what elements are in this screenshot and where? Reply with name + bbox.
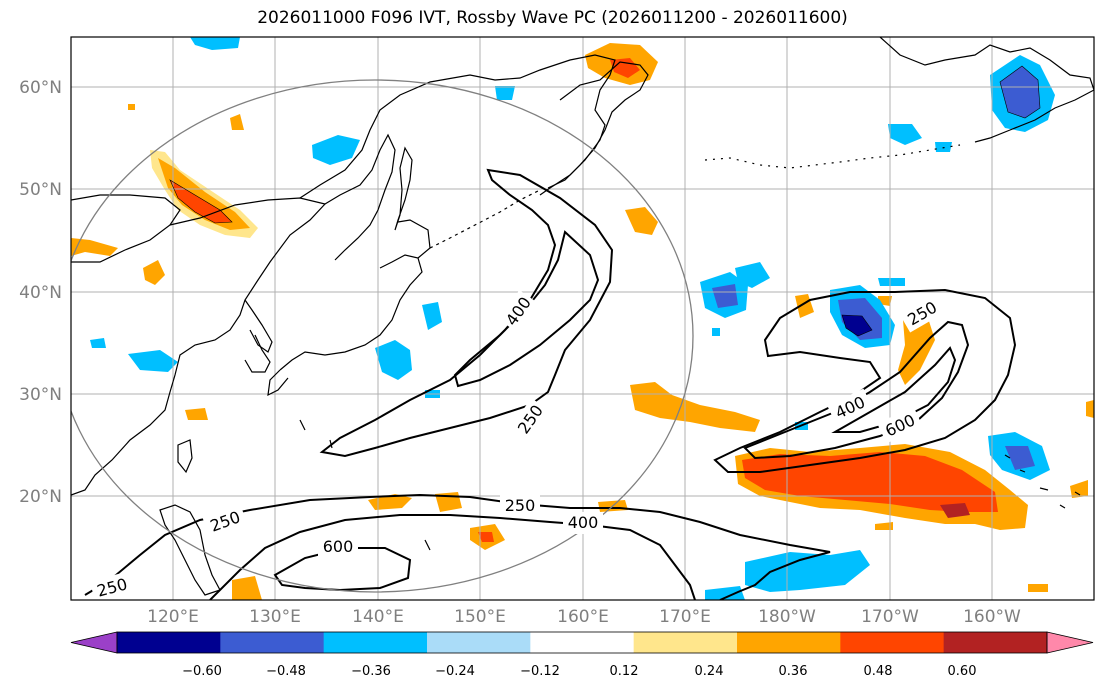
ivt-contour-400 (209, 514, 696, 600)
positive-anomaly-patch (158, 158, 250, 230)
positive-anomaly-patch (1086, 400, 1094, 418)
negative-anomaly-patch (705, 586, 745, 600)
negative-anomaly-patch (842, 315, 872, 336)
colorbar-tick-label: −0.48 (266, 664, 306, 679)
negative-anomaly-patch (712, 328, 720, 336)
colorbar-segment (220, 632, 325, 653)
positive-anomaly-patch (1028, 584, 1048, 592)
map-title: 2026011000 F096 IVT, Rossby Wave PC (202… (257, 8, 848, 28)
contour-label: 250 (505, 496, 536, 515)
lon-label: 130°E (249, 607, 301, 627)
negative-anomaly-patch (128, 350, 178, 372)
negative-anomaly-patch (888, 124, 922, 145)
contour-label: 600 (323, 537, 354, 556)
colorbar-tick-label: 0.24 (695, 664, 724, 679)
negative-anomaly-patch (190, 37, 240, 50)
graticule (71, 37, 1094, 600)
ivt-contour-250 (319, 168, 614, 458)
contour-label: 400 (568, 513, 599, 532)
positive-anomaly-patch (232, 576, 262, 600)
positive-anomaly-patch (478, 532, 494, 542)
colorbar-tick-label: −0.60 (182, 664, 222, 679)
colorbar-segment (840, 632, 945, 653)
colorbar-tick-label: 0.48 (864, 664, 893, 679)
negative-anomaly-patch (745, 550, 870, 592)
positive-anomaly-patch (625, 207, 658, 235)
lon-label: 170°E (659, 607, 711, 627)
colorbar-border (116, 631, 1048, 654)
colorbar-tick-label: −0.12 (520, 664, 560, 679)
negative-anomaly-patch (312, 135, 360, 165)
colorbar-tick-label: 0.36 (779, 664, 808, 679)
lon-label: 160°E (557, 607, 609, 627)
analysis-domain-circle (71, 79, 694, 593)
colorbar-tick-labels: −0.60 −0.48 −0.36 −0.24 −0.12 0.12 0.24 … (182, 664, 976, 679)
colorbar-tick-label: −0.36 (351, 664, 391, 679)
negative-anomaly-patch (1005, 446, 1035, 470)
positive-anomaly-patch (742, 452, 998, 512)
positive-anomaly-patch (230, 114, 244, 130)
negative-anomaly-patch (712, 284, 738, 308)
ivt-contour-250 (713, 288, 1017, 473)
positive-anomaly-patch (940, 503, 970, 518)
lon-label: 170°W (861, 607, 919, 627)
negative-anomaly-patch (90, 338, 106, 348)
colorbar-segment (737, 632, 841, 653)
colorbar (70, 631, 1094, 654)
longitude-labels: 120°E 130°E 140°E 150°E 160°E 170°E 180°… (147, 607, 1021, 627)
pc-contour-outlines (169, 65, 1041, 337)
map-frame (70, 36, 1095, 601)
colorbar-segment (943, 632, 1048, 653)
positive-anomaly-patch (610, 58, 640, 78)
lon-label: 160°W (963, 607, 1021, 627)
ivt-contour-400 (453, 230, 600, 388)
lon-label: 120°E (147, 607, 199, 627)
lat-label: 60°N (19, 78, 62, 98)
lat-label: 30°N (19, 385, 62, 405)
lon-label: 180°W (758, 607, 816, 627)
negative-anomaly-patch (375, 340, 412, 380)
colorbar-segment (633, 632, 738, 653)
positive-anomaly-patch (71, 238, 118, 256)
positive-anomaly-patch (143, 260, 165, 285)
colorbar-extend-high (1046, 631, 1094, 654)
positive-anomaly-patch (898, 318, 935, 385)
positive-anomaly-patch (368, 494, 412, 510)
negative-anomaly-patch (878, 278, 905, 286)
coastlines (71, 37, 1094, 596)
negative-anomaly-patch (422, 302, 442, 330)
negative-anomaly-patch (935, 142, 952, 152)
colorbar-segment (323, 632, 428, 653)
negative-anomaly-patch (1000, 66, 1040, 118)
lon-label: 150°E (454, 607, 506, 627)
colorbar-segment (117, 632, 221, 653)
lon-label: 140°E (352, 607, 404, 627)
lat-label: 40°N (19, 283, 62, 303)
colorbar-extend-low (70, 631, 118, 654)
positive-anomaly-patch (128, 104, 135, 110)
positive-anomaly-patch (1070, 480, 1088, 498)
lat-label: 50°N (19, 180, 62, 200)
positive-anomaly-patch (185, 408, 208, 420)
negative-anomaly-patch (735, 262, 770, 288)
latitude-labels: 60°N 50°N 40°N 30°N 20°N (19, 78, 62, 507)
colorbar-tick-label: 0.12 (610, 664, 639, 679)
colorbar-tick-label: 0.60 (948, 664, 977, 679)
positive-anomaly-patch (875, 522, 893, 530)
negative-anomaly-patch (495, 86, 515, 100)
colorbar-tick-label: −0.24 (435, 664, 475, 679)
ivt-contour-250 (84, 493, 831, 600)
lat-label: 20°N (19, 487, 62, 507)
colorbar-segment (530, 632, 635, 653)
colorbar-segment (427, 632, 531, 653)
